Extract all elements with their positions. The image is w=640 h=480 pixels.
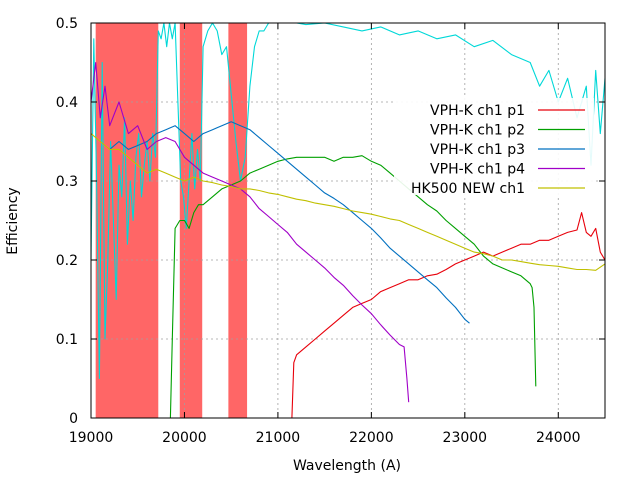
y-tick-label-1: 0.1 <box>56 332 78 348</box>
y-tick-label-3: 0.3 <box>56 174 78 190</box>
y-tick-label-4: 0.4 <box>56 95 78 111</box>
series-lines <box>90 22 606 419</box>
x-tick-label-4: 23000 <box>443 430 488 446</box>
series-line-2 <box>109 121 470 324</box>
legend-entry-label-0: VPH-K ch1 p1 <box>430 103 525 119</box>
series-line-3 <box>90 61 410 403</box>
shaded-region-2 <box>228 23 248 418</box>
y-tick-label-5: 0.5 <box>56 16 78 32</box>
series-line-1 <box>169 155 537 419</box>
x-tick-label-2: 21000 <box>256 430 301 446</box>
legend-entry-label-1: VPH-K ch1 p2 <box>430 123 525 139</box>
x-tick-label-1: 20000 <box>162 430 207 446</box>
y-tick-label-0: 0 <box>69 411 78 427</box>
legend-entry-label-4: HK500 NEW ch1 <box>411 181 525 197</box>
legend-background <box>394 98 594 195</box>
x-tick-label-0: 19000 <box>69 430 114 446</box>
axis-ticks: 19000 20000 21000 22000 23000 24000 0 0.1 0.2 0.3… <box>56 16 605 446</box>
x-tick-label-3: 22000 <box>349 430 394 446</box>
legend-entry-label-2: VPH-K ch1 p3 <box>430 142 525 158</box>
y-tick-label-2: 0.2 <box>56 253 78 269</box>
grid-lines <box>91 23 605 418</box>
series-line-5 <box>90 22 606 380</box>
x-axis-label: Wavelength (A) <box>293 458 401 474</box>
legend-entry-label-3: VPH-K ch1 p4 <box>430 162 525 178</box>
legend: VPH-K ch1 p1 VPH-K ch1 p2 VPH-K ch1 p3 VPH-… <box>394 98 594 197</box>
series-line-0 <box>291 212 606 419</box>
series-line-4 <box>90 133 606 271</box>
y-axis-label: Efficiency <box>5 187 21 254</box>
x-tick-label-5: 24000 <box>536 430 581 446</box>
plot-frame <box>90 22 606 419</box>
